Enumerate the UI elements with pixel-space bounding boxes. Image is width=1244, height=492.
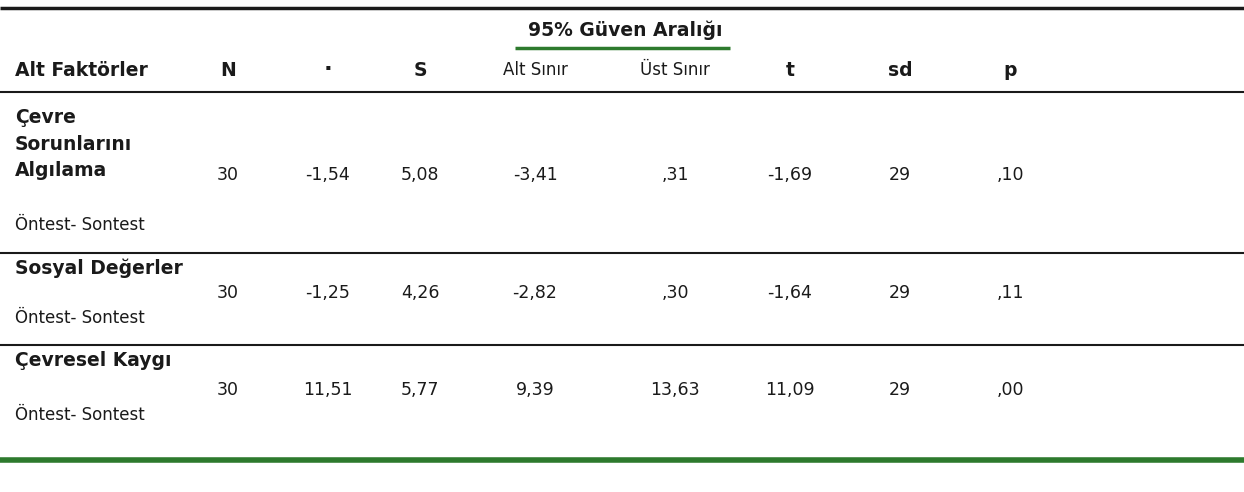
- Text: ,31: ,31: [662, 166, 689, 184]
- Text: Sosyal Değerler: Sosyal Değerler: [15, 258, 183, 278]
- Text: Alt Sınır: Alt Sınır: [503, 61, 567, 79]
- Text: -3,41: -3,41: [513, 166, 557, 184]
- Text: -1,64: -1,64: [768, 284, 812, 302]
- Text: 4,26: 4,26: [401, 284, 439, 302]
- Text: Üst Sınır: Üst Sınır: [641, 61, 710, 79]
- Text: 30: 30: [216, 381, 239, 399]
- Text: 5,77: 5,77: [401, 381, 439, 399]
- Text: 11,09: 11,09: [765, 381, 815, 399]
- Text: 13,63: 13,63: [651, 381, 700, 399]
- Text: 29: 29: [889, 381, 911, 399]
- Text: 29: 29: [889, 166, 911, 184]
- Text: ,11: ,11: [996, 284, 1024, 302]
- Text: ,00: ,00: [996, 381, 1024, 399]
- Text: 5,08: 5,08: [401, 166, 439, 184]
- Text: 30: 30: [216, 284, 239, 302]
- Text: sd: sd: [888, 61, 912, 80]
- Text: Alt Faktörler: Alt Faktörler: [15, 61, 148, 80]
- Text: t: t: [785, 61, 795, 80]
- Text: 30: 30: [216, 166, 239, 184]
- Text: ,30: ,30: [662, 284, 689, 302]
- Text: -1,54: -1,54: [306, 166, 351, 184]
- Text: S: S: [413, 61, 427, 80]
- Text: Öntest- Sontest: Öntest- Sontest: [15, 406, 144, 424]
- Text: 29: 29: [889, 284, 911, 302]
- Text: -1,69: -1,69: [768, 166, 812, 184]
- Text: 95% Güven Aralığı: 95% Güven Aralığı: [527, 20, 723, 40]
- Text: ·: ·: [323, 59, 332, 82]
- Text: 9,39: 9,39: [515, 381, 555, 399]
- Text: -1,25: -1,25: [306, 284, 351, 302]
- Text: 11,51: 11,51: [304, 381, 353, 399]
- Text: Öntest- Sontest: Öntest- Sontest: [15, 309, 144, 327]
- Text: -2,82: -2,82: [513, 284, 557, 302]
- Text: Öntest- Sontest: Öntest- Sontest: [15, 216, 144, 234]
- Text: Çevresel Kaygı: Çevresel Kaygı: [15, 350, 172, 369]
- Text: N: N: [220, 61, 236, 80]
- Text: ,10: ,10: [996, 166, 1024, 184]
- Text: p: p: [1003, 61, 1016, 80]
- Text: Çevre
Sorunlarını
Algılama: Çevre Sorunlarını Algılama: [15, 108, 132, 180]
